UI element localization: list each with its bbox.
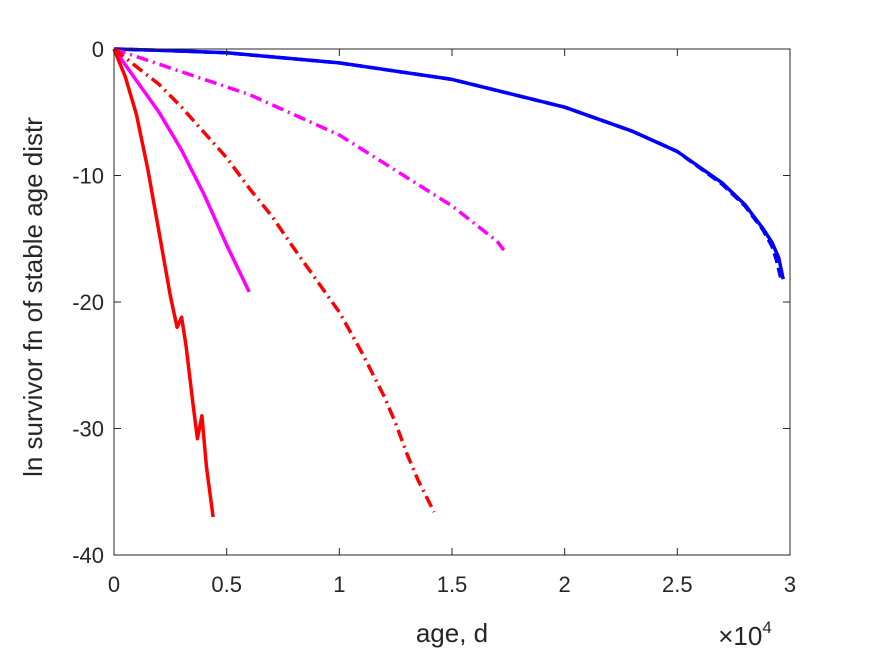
x-tick-label: 3 bbox=[784, 572, 796, 597]
series-line-4-solid bbox=[112, 47, 251, 293]
series-line-2-solid bbox=[113, 47, 785, 280]
y-tick-label: 0 bbox=[92, 37, 104, 62]
x-tick-label: 0 bbox=[108, 572, 120, 597]
series-line-1-dashed bbox=[113, 47, 783, 280]
x-tick-label: 1 bbox=[333, 572, 345, 597]
plot-area bbox=[114, 49, 790, 555]
x-axis-exponent: ×104 bbox=[718, 618, 772, 651]
x-axis-exponent-power: 4 bbox=[762, 618, 771, 637]
x-tick-label: 0.5 bbox=[211, 572, 242, 597]
y-tick-label: -30 bbox=[72, 417, 104, 442]
series-line-5-dashdot bbox=[112, 47, 436, 513]
series-layer bbox=[112, 47, 785, 518]
x-axis-exponent-base: ×10 bbox=[718, 621, 762, 651]
x-tick-label: 2 bbox=[559, 572, 571, 597]
y-tick-label: -40 bbox=[72, 543, 104, 568]
y-tick-label: -10 bbox=[72, 164, 104, 189]
series-line-6-solid bbox=[112, 48, 215, 518]
x-tick-label: 2.5 bbox=[662, 572, 693, 597]
series-line-3-dashdot bbox=[113, 47, 506, 252]
y-tick-label: -20 bbox=[72, 290, 104, 315]
x-tick-label: 1.5 bbox=[437, 572, 468, 597]
x-axis-label: age, d bbox=[416, 618, 488, 648]
x-axis-ticks: 0 0.5 1 1.5 2 2.5 3 bbox=[108, 49, 796, 597]
y-axis-label: ln survivor fn of stable age distr bbox=[18, 117, 48, 477]
y-axis-ticks: 0 -10 -20 -30 -40 bbox=[72, 37, 790, 568]
